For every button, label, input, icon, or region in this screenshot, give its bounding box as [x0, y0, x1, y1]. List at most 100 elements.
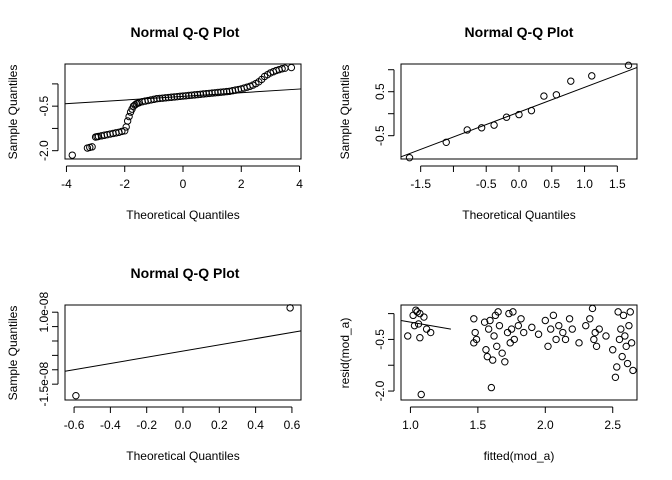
x-tick-label: 1.0 [402, 418, 419, 432]
x-tick-label: 0.0 [175, 418, 192, 432]
data-point [509, 308, 517, 316]
data-point [188, 91, 196, 99]
data-point [68, 151, 76, 159]
data-point [217, 88, 225, 96]
data-points [68, 63, 296, 159]
data-point [173, 92, 181, 101]
data-point [122, 123, 130, 131]
data-point [88, 143, 96, 151]
data-point [609, 346, 617, 354]
qq-reference-line [400, 67, 638, 158]
plot-frame [64, 304, 302, 401]
data-point [176, 92, 184, 101]
data-point [404, 332, 412, 340]
plot-frame [400, 63, 638, 160]
y-tick-label: -2.0 [37, 140, 51, 161]
data-point [208, 89, 216, 97]
data-point [588, 72, 596, 80]
data-point [182, 92, 190, 100]
data-point [627, 339, 636, 347]
data-point [190, 91, 199, 99]
x-tick-label: 0.6 [284, 418, 301, 432]
data-point [534, 330, 543, 338]
x-tick-label: -0.6 [64, 418, 85, 432]
x-axis-label: Theoretical Quantiles [126, 449, 239, 463]
x-tick-label: -0.5 [476, 177, 497, 191]
data-point [625, 321, 633, 330]
data-point [278, 65, 286, 73]
data-point [170, 93, 178, 101]
data-point [179, 92, 187, 100]
data-point [623, 359, 632, 368]
data-point [426, 328, 435, 337]
data-point [416, 333, 424, 342]
data-point [287, 63, 296, 72]
x-tick-label: 1.5 [609, 177, 626, 191]
data-point [153, 95, 161, 103]
y-axis-label: Sample Quantiles [6, 65, 20, 160]
data-point [414, 320, 423, 328]
data-point [582, 321, 590, 330]
plot-frame [64, 63, 302, 160]
data-point [483, 352, 492, 361]
y-tick-label: -0.5 [37, 95, 51, 116]
data-point [588, 304, 597, 313]
data-point [123, 117, 132, 125]
data-point [555, 321, 563, 330]
data-point [205, 89, 213, 98]
x-tick-label: 0 [180, 177, 187, 191]
data-point [613, 363, 621, 371]
x-tick-label: -0.2 [136, 418, 157, 432]
x-axis-label: Theoretical Quantiles [126, 208, 239, 222]
data-point [541, 316, 549, 325]
data-point [470, 315, 478, 323]
data-point [185, 91, 193, 100]
data-point [590, 335, 598, 344]
data-point [507, 325, 516, 333]
data-point [506, 339, 514, 347]
y-axis-label: resid(mod_a) [338, 318, 352, 389]
y-tick-label: -2.0 [373, 380, 387, 401]
data-point [442, 138, 450, 146]
y-tick-label: -1.5e-08 [37, 361, 51, 406]
y-tick-label: 0.5 [373, 83, 387, 100]
data-point [514, 321, 523, 330]
qq-reference-line [400, 319, 451, 330]
data-point [420, 313, 428, 321]
data-point [546, 325, 555, 333]
data-point [495, 321, 504, 330]
data-point [199, 90, 208, 98]
data-point [503, 328, 512, 337]
x-tick-label: 1.5 [470, 418, 487, 432]
data-point [498, 349, 506, 357]
data-point [626, 308, 634, 316]
data-point [502, 113, 511, 121]
data-point [167, 93, 176, 101]
data-point [410, 321, 419, 330]
data-point [489, 356, 497, 364]
data-point [510, 335, 518, 344]
data-point [614, 308, 622, 316]
data-point [422, 325, 431, 333]
x-tick-label: 0.2 [211, 418, 228, 432]
data-point [565, 315, 574, 323]
x-tick-label: 2.5 [604, 418, 621, 432]
data-point [164, 93, 173, 102]
data-point [220, 88, 228, 96]
reference-line [64, 330, 302, 372]
data-point [490, 332, 498, 340]
data-point [552, 91, 561, 99]
data-point [211, 89, 219, 97]
data-point [586, 315, 594, 323]
y-axis-label: Sample Quantiles [338, 65, 352, 160]
x-axis: 1.0 1.5 2.0 2.5 [402, 406, 621, 432]
data-point [592, 342, 601, 351]
x-axis: -4 -2 0 2 4 [61, 165, 303, 191]
data-point [484, 325, 493, 333]
data-point [602, 332, 610, 340]
y-axis-label: Sample Quantiles [6, 306, 20, 401]
data-point [517, 315, 525, 323]
qq-reference-line [64, 330, 302, 372]
data-point [575, 339, 583, 347]
data-point [477, 124, 486, 132]
